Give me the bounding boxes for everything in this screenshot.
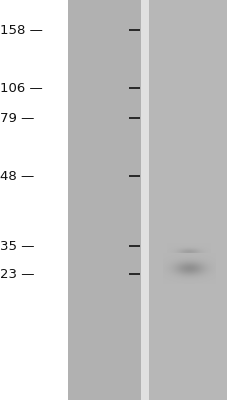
Text: 23 —: 23 — bbox=[0, 268, 34, 280]
Bar bbox=[68, 0, 141, 400]
Text: 35 —: 35 — bbox=[0, 240, 34, 252]
Text: 158 —: 158 — bbox=[0, 24, 43, 36]
Bar bbox=[149, 0, 227, 400]
Text: 48 —: 48 — bbox=[0, 170, 34, 182]
Text: 79 —: 79 — bbox=[0, 112, 34, 124]
Bar bbox=[141, 0, 149, 400]
Text: 106 —: 106 — bbox=[0, 82, 43, 94]
